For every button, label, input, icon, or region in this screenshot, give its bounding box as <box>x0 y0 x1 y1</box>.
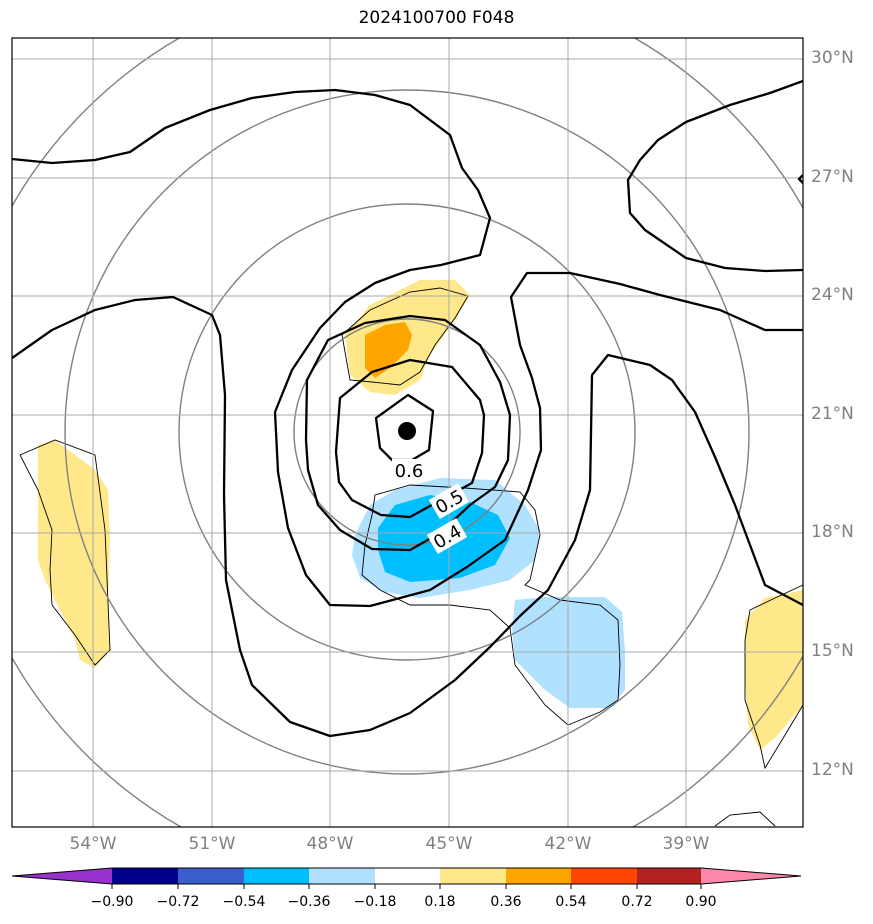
plot-frame <box>11 37 804 828</box>
thin-outline-contours <box>19 287 803 827</box>
gridlines <box>12 38 803 827</box>
latitude-label-27n: 27°N <box>811 167 854 187</box>
colorbar-tick-label: 0.72 <box>621 894 653 910</box>
storm-center-marker <box>398 422 416 440</box>
colorbar-tick-label: 0.18 <box>424 894 456 910</box>
latitude-label-15n: 15°N <box>811 641 854 661</box>
longitude-label-51w: 51°W <box>188 834 236 854</box>
latitude-label-24n: 24°N <box>811 285 854 305</box>
colorbar-tick-label: 0.54 <box>555 894 587 910</box>
map-title: 2024100700 F048 <box>358 8 515 28</box>
latitude-label-18n: 18°N <box>811 522 854 542</box>
colorbar-tick-label: −0.72 <box>156 894 200 910</box>
thick-black-contours <box>12 79 803 738</box>
latitude-label-30n: 30°N <box>811 48 854 68</box>
longitude-label-39w: 39°W <box>662 834 710 854</box>
longitude-label-45w: 45°W <box>425 834 473 854</box>
colorbar-tick-label: −0.36 <box>287 894 331 910</box>
positive-anomaly-region <box>38 280 803 750</box>
negative-anomaly-region <box>352 478 625 708</box>
colorbar-tick-label: 0.36 <box>490 894 522 910</box>
latitude-label-21n: 21°N <box>811 404 854 424</box>
colorbar-tick-label: −0.90 <box>90 894 134 910</box>
colorbar-tick-label: 0.90 <box>685 894 717 910</box>
colorbar-tick-label: −0.18 <box>353 894 397 910</box>
longitude-label-54w: 54°W <box>69 834 117 854</box>
latitude-label-12n: 12°N <box>811 760 854 780</box>
gray-distance-circles <box>12 38 803 827</box>
colorbar <box>11 867 802 889</box>
colorbar-tick-label: −0.54 <box>222 894 266 910</box>
contour-label-0.6: 0.6 <box>395 461 424 482</box>
longitude-label-48w: 48°W <box>306 834 354 854</box>
longitude-label-42w: 42°W <box>544 834 592 854</box>
